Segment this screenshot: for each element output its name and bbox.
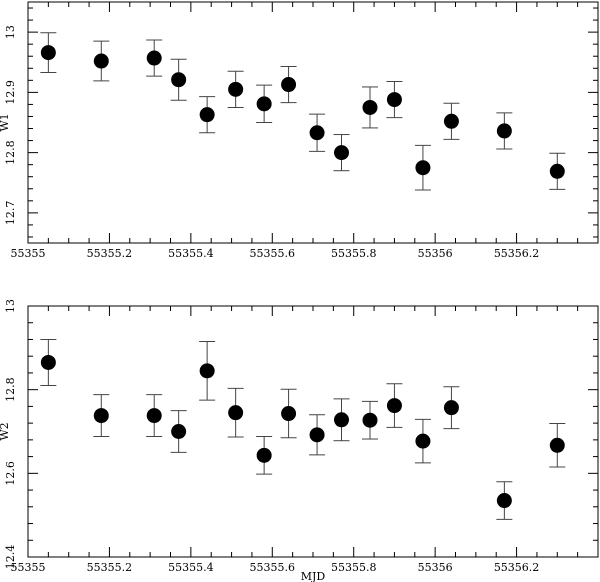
w2-y-tick-label: 12.4	[4, 545, 17, 570]
w2-point-marker	[549, 437, 565, 453]
w2-data-point	[280, 388, 297, 439]
w2-point-marker	[281, 406, 297, 422]
w2-data-point	[227, 387, 244, 438]
w2-data-point	[362, 400, 378, 440]
w1-x-tick-label: 55355.6	[250, 247, 296, 260]
w2-x-tick-label: 55355	[11, 561, 46, 574]
w1-point-marker	[228, 81, 244, 97]
w1-x-tick-label: 55355	[11, 247, 46, 260]
w1-point-marker	[443, 113, 459, 129]
w1-data-point	[414, 144, 431, 191]
w2-data-point	[414, 418, 431, 464]
w2-data-point	[443, 386, 460, 430]
w2-point-marker	[256, 447, 272, 463]
w1-data-point	[256, 84, 273, 123]
w2-data-point	[386, 383, 403, 428]
w2-data-point	[146, 394, 163, 438]
w1-point-marker	[93, 53, 109, 69]
w2-x-tick-label: 55356.2	[494, 561, 540, 574]
w1-data-point	[199, 96, 216, 134]
w1-point-marker	[309, 125, 325, 141]
w2-x-tick-label: 55355.6	[250, 561, 296, 574]
w2-data-point	[40, 338, 57, 386]
w2-point-marker	[199, 363, 215, 379]
w2-y-axis-label: W2	[0, 422, 11, 440]
w1-data-point	[443, 102, 460, 140]
w1-point-marker	[146, 50, 162, 66]
w2-data-point	[549, 423, 566, 468]
w2-data-point	[199, 341, 216, 401]
w2-y-tick-label: 13	[4, 299, 17, 313]
w2-point-marker	[309, 427, 325, 443]
w1-data-point	[333, 134, 350, 172]
w1-point-marker	[386, 92, 402, 108]
w1-point-marker	[496, 123, 512, 139]
w2-point-marker	[443, 400, 459, 416]
w1-y-tick-label: 13	[4, 25, 17, 39]
w2-y-tick-label: 12.8	[4, 377, 17, 402]
w1-x-tick-label: 55355.2	[87, 247, 133, 260]
w2-data-point	[170, 410, 187, 453]
w1-data-point	[386, 81, 403, 119]
w1-data-point	[362, 86, 378, 129]
w1-point-marker	[334, 145, 349, 161]
w1-y-tick-label: 12.9	[4, 80, 17, 105]
w2-data-point	[309, 414, 326, 456]
w1-y-tick-label: 12.7	[4, 201, 17, 226]
w2-x-tick-label: 55355.4	[168, 561, 214, 574]
w1-x-tick-label: 55355.4	[168, 247, 214, 260]
x-axis-label: MJD	[301, 570, 326, 582]
w1-data-point	[40, 32, 57, 73]
w1-x-tick-label: 55356.2	[494, 247, 540, 260]
w1-data-point	[496, 112, 513, 150]
w2-point-marker	[362, 412, 378, 428]
w2-point-marker	[40, 354, 56, 370]
w2-data-point	[93, 394, 110, 438]
w1-point-marker	[362, 99, 378, 115]
w2-panel: 55355 55355.2 55355.4 55355.6 55355.8 55356 55…	[0, 299, 599, 582]
w1-plot-frame	[27, 1, 599, 244]
w2-data-point	[333, 398, 350, 442]
w1-x-tick-label: 55356	[418, 247, 453, 260]
w2-data-point	[256, 436, 273, 475]
w2-point-marker	[415, 433, 431, 449]
w2-x-tick-label: 55356	[418, 561, 453, 574]
w1-point-marker	[40, 45, 56, 61]
w2-x-tick-label: 55355.2	[87, 561, 133, 574]
w1-point-marker	[549, 163, 565, 179]
w1-data-point	[227, 70, 244, 108]
w2-point-marker	[93, 408, 109, 424]
w1-point-marker	[171, 72, 187, 88]
w1-data-point	[146, 39, 163, 77]
w2-point-marker	[146, 408, 162, 424]
w1-x-tick-label: 55355.8	[331, 247, 377, 260]
w1-panel: 55355 55355.2 55355.4 55355.6 55355.8 55356 55…	[0, 1, 599, 260]
w2-point-marker	[334, 412, 349, 428]
w2-point-marker	[171, 424, 187, 439]
w1-data-point	[549, 152, 566, 190]
w1-data-point	[309, 113, 326, 152]
w1-data-point	[170, 58, 187, 101]
w2-y-tick-label: 12.6	[4, 461, 17, 486]
w1-point-marker	[415, 160, 431, 176]
w2-x-tick-label: 55355.8	[331, 561, 377, 574]
w1-data-point	[280, 65, 297, 104]
w1-y-axis-label: W1	[0, 113, 11, 131]
w1-y-tick-label: 12.8	[4, 140, 17, 165]
w1-point-marker	[199, 107, 215, 123]
w1-point-marker	[256, 96, 272, 112]
w2-point-marker	[228, 405, 244, 421]
w2-data-point	[496, 481, 513, 520]
w2-point-marker	[386, 398, 402, 414]
w1-data-point	[93, 40, 110, 82]
w1-point-marker	[281, 77, 297, 93]
w2-point-marker	[496, 493, 512, 509]
